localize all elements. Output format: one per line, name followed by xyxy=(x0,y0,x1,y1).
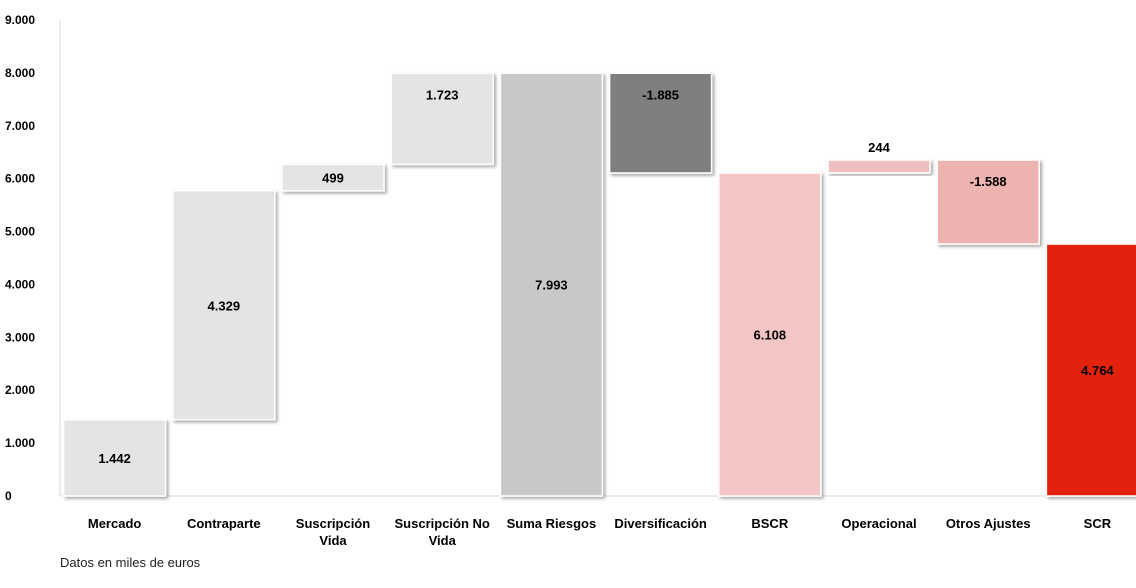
bar xyxy=(608,72,713,174)
bar xyxy=(827,159,931,174)
y-tick-label: 2.000 xyxy=(5,383,35,397)
y-tick-label: 7.000 xyxy=(5,119,35,133)
data-label: 244 xyxy=(868,140,890,155)
x-tick-label: BSCR xyxy=(751,516,788,531)
bar xyxy=(1045,243,1136,497)
data-label: -1.588 xyxy=(970,174,1007,189)
y-tick-label: 1.000 xyxy=(5,436,35,450)
bar xyxy=(172,190,276,421)
data-label: -1.885 xyxy=(642,87,679,102)
data-label: 4.764 xyxy=(1081,363,1114,378)
x-tick-label: Otros Ajustes xyxy=(946,516,1031,531)
bar xyxy=(390,72,494,166)
x-tick-label: SCR xyxy=(1084,516,1112,531)
bar xyxy=(936,159,1040,245)
bar xyxy=(62,418,167,497)
y-tick-label: 9.000 xyxy=(5,13,35,27)
x-tick-label: Contraparte xyxy=(187,516,261,531)
data-label: 7.993 xyxy=(535,278,568,293)
y-tick-label: 4.000 xyxy=(5,277,35,291)
x-tick-label: Mercado xyxy=(88,516,142,531)
footnote: Datos en miles de euros xyxy=(60,555,201,570)
x-tick-label: Suma Riesgos xyxy=(507,516,597,531)
data-label: 1.442 xyxy=(98,451,131,466)
x-tick-label: Suscripción Vida xyxy=(296,516,370,548)
y-tick-label: 3.000 xyxy=(5,330,35,344)
y-tick-label: 0 xyxy=(5,489,12,503)
y-tick-label: 8.000 xyxy=(5,66,35,80)
data-label: 4.329 xyxy=(208,298,241,313)
x-tick-label: Suscripción No Vida xyxy=(395,516,490,548)
x-tick-label: Diversificación xyxy=(614,516,707,531)
bar xyxy=(281,163,385,192)
y-tick-label: 6.000 xyxy=(5,172,35,186)
bar xyxy=(499,72,604,497)
x-tick-label: Operacional xyxy=(841,516,916,531)
bar xyxy=(718,172,822,497)
data-label: 499 xyxy=(322,171,344,186)
data-label: 1.723 xyxy=(426,87,459,102)
y-tick-label: 5.000 xyxy=(5,225,35,239)
data-label: 6.108 xyxy=(754,327,787,342)
